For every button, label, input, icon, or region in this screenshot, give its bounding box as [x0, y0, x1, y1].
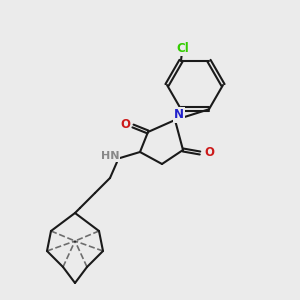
Text: O: O [204, 146, 214, 160]
Text: Cl: Cl [177, 42, 189, 55]
Text: HN: HN [101, 151, 119, 161]
Text: N: N [174, 109, 184, 122]
Text: O: O [120, 118, 130, 130]
